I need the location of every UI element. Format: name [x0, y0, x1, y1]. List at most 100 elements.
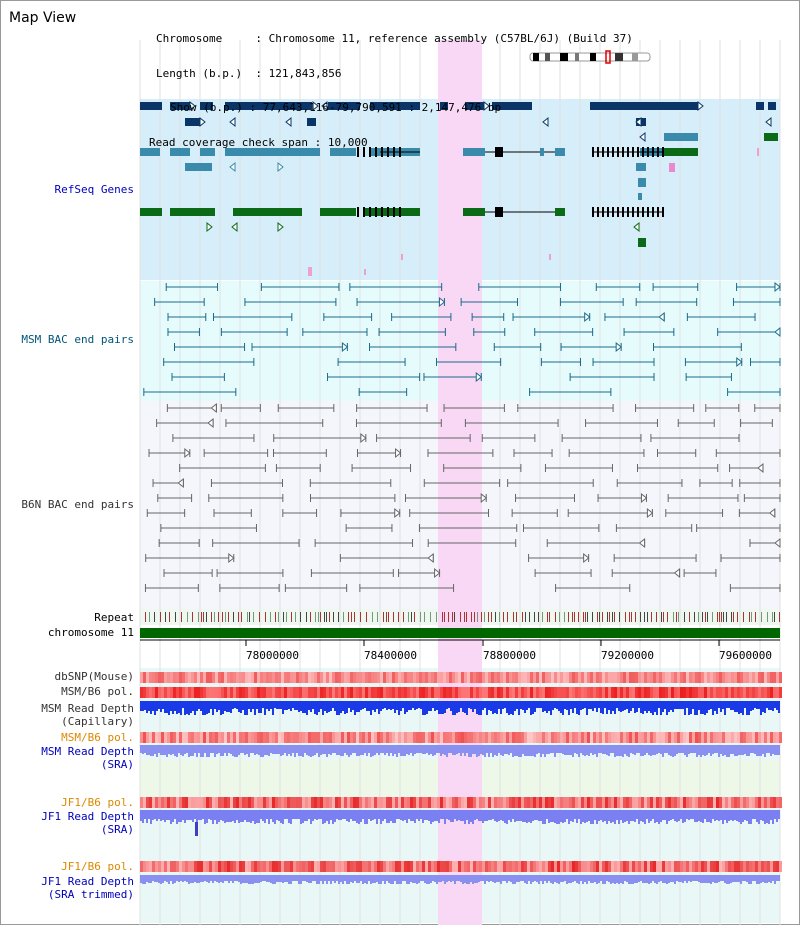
read-depth-bar [148, 810, 150, 819]
heat-strip-cell [461, 797, 464, 808]
read-depth-bar [732, 810, 734, 821]
heat-strip-cell [227, 861, 230, 872]
heat-strip-cell [605, 672, 608, 683]
heat-strip-cell [584, 732, 587, 743]
heat-strip-cell [638, 797, 641, 808]
read-depth-bar [698, 701, 700, 710]
heat-strip-cell [185, 687, 188, 698]
read-depth-bar [406, 810, 408, 823]
read-depth-bar [312, 745, 314, 756]
read-depth-bar [442, 810, 444, 819]
heat-strip-cell [359, 672, 362, 683]
read-depth-bar [478, 745, 480, 756]
heat-strip-cell [404, 672, 407, 683]
read-depth-bar [152, 875, 154, 881]
read-depth-bar [632, 701, 634, 708]
heat-strip-cell [659, 861, 662, 872]
read-depth-bar [258, 745, 260, 755]
read-depth-bar [588, 701, 590, 709]
heat-strip-cell [776, 687, 779, 698]
read-depth-bar [370, 875, 372, 884]
heat-strip-cell [320, 672, 323, 683]
heat-strip-cell [377, 732, 380, 743]
heat-strip-cell [374, 687, 377, 698]
read-depth-bar [172, 745, 174, 754]
repeat-mark [398, 612, 399, 622]
read-depth-bar [272, 745, 274, 754]
heat-strip-cell [587, 672, 590, 683]
heat-strip-cell [725, 672, 728, 683]
heat-strip-cell [569, 672, 572, 683]
heat-strip-cell [320, 861, 323, 872]
heat-strip-cell [470, 687, 473, 698]
repeat-mark [647, 612, 648, 622]
read-depth-bar [672, 701, 674, 712]
read-depth-bar [464, 745, 466, 756]
heat-strip-cell [362, 687, 365, 698]
read-depth-bar [686, 745, 688, 757]
read-depth-bar [562, 875, 564, 882]
read-depth-bar [560, 810, 562, 822]
bac-end-arrow [774, 281, 781, 293]
heat-strip-cell [158, 732, 161, 743]
read-depth-bar [264, 810, 266, 823]
heat-strip-cell [383, 672, 386, 683]
read-depth-bar [194, 701, 196, 715]
b6n-bac-label[interactable]: B6N BAC end pairs [21, 498, 134, 511]
read-depth-bar [558, 745, 560, 753]
read-depth-bar [456, 745, 458, 754]
heat-strip-cell [419, 797, 422, 808]
heat-strip-cell [410, 861, 413, 872]
read-depth-bar [658, 875, 660, 882]
heat-strip-cell [740, 861, 743, 872]
bac-end-arrow [736, 356, 743, 368]
heat-strip-cell [323, 732, 326, 743]
heat-strip-cell [143, 861, 146, 872]
read-depth-bar [410, 810, 412, 821]
heat-strip-cell [152, 672, 155, 683]
heat-strip-cell [731, 687, 734, 698]
bac-end-arrow [768, 507, 776, 519]
heat-strip-cell [389, 732, 392, 743]
heat-strip-cell [233, 687, 236, 698]
gene-exon [330, 148, 356, 156]
read-depth-bar [314, 701, 316, 714]
heat-strip-cell [203, 687, 206, 698]
repeat-mark [238, 612, 239, 622]
read-depth-bar [142, 875, 144, 884]
read-depth-bar [220, 745, 222, 756]
read-depth-bar [272, 701, 274, 715]
read-depth-bar [360, 875, 362, 881]
bac-end-arrow [427, 552, 434, 564]
repeat-mark [538, 612, 539, 622]
repeat-mark [721, 612, 722, 622]
repeat-mark [717, 612, 718, 622]
repeat-mark [315, 612, 316, 622]
heat-strip-cell [371, 861, 374, 872]
read-depth-bar [546, 701, 548, 713]
read-depth-bar [774, 701, 776, 708]
read-depth-bar [350, 745, 352, 755]
read-depth-bar [566, 745, 568, 755]
read-depth-bar [768, 810, 770, 824]
heat-strip-cell [323, 672, 326, 683]
heat-strip-cell [758, 687, 761, 698]
read-depth-bar [324, 875, 326, 881]
read-depth-bar [166, 745, 168, 757]
read-depth-bar [258, 810, 260, 823]
read-depth-bar [268, 745, 270, 756]
read-depth-bar [258, 875, 260, 883]
heat-strip-cell [548, 797, 551, 808]
read-depth-bar [752, 875, 754, 881]
refseq-genes-label[interactable]: RefSeq Genes [54, 183, 134, 196]
heat-strip-cell [140, 861, 143, 872]
read-depth-bar [486, 701, 488, 715]
read-depth-bar [264, 701, 266, 715]
heat-strip-cell [533, 861, 536, 872]
heat-strip-cell [464, 672, 467, 683]
repeat-mark [366, 612, 367, 622]
read-depth-bar [488, 745, 490, 757]
read-depth-bar [602, 745, 604, 754]
msm-bac-label[interactable]: MSM BAC end pairs [21, 333, 134, 346]
